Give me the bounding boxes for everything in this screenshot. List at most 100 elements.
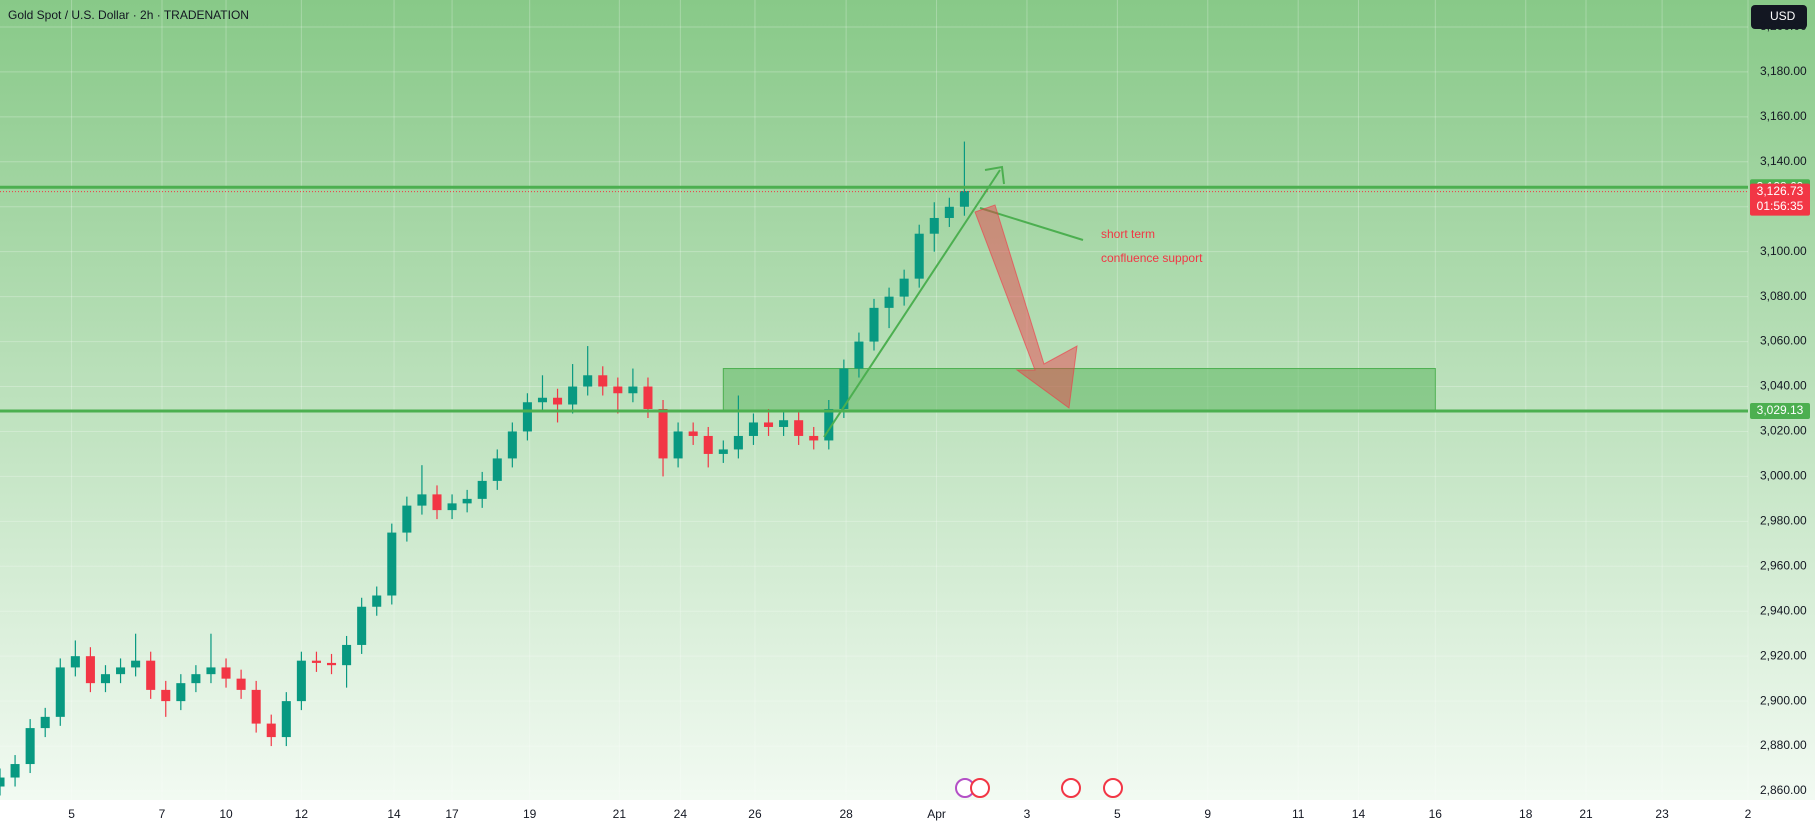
candle-body — [372, 595, 382, 607]
candle-body — [236, 678, 246, 690]
support-zone — [722, 368, 1436, 412]
annotation: confluence support — [1101, 251, 1203, 265]
x-tick-label: 2 — [1745, 807, 1752, 821]
x-tick-label: 14 — [387, 807, 401, 821]
candle-body — [387, 532, 397, 596]
candle-body — [568, 386, 578, 405]
x-tick-label: 7 — [159, 807, 166, 821]
x-tick-label: 10 — [219, 807, 233, 821]
y-tick-label: 3,020.00 — [1760, 424, 1807, 438]
candle-body — [206, 667, 216, 675]
candle-body — [824, 408, 834, 441]
y-tick-label: 2,860.00 — [1760, 783, 1807, 797]
price-tag-label: 3,029.13 — [1757, 403, 1804, 417]
candle-body — [537, 397, 548, 403]
candle-body — [869, 307, 879, 342]
candle-body — [553, 397, 563, 405]
x-tick-label: 24 — [674, 807, 688, 821]
y-tick-label: 3,200.00 — [1760, 19, 1807, 33]
y-tick-label: 2,900.00 — [1760, 693, 1807, 707]
candle-body — [628, 386, 638, 394]
candle-body — [959, 191, 969, 207]
y-tick-label: 3,180.00 — [1760, 64, 1807, 78]
x-tick-label: 21 — [613, 807, 627, 821]
x-tick-label: 21 — [1579, 807, 1593, 821]
candle-body — [673, 431, 683, 459]
y-tick-label: 2,880.00 — [1760, 738, 1807, 752]
x-tick-label: 12 — [295, 807, 309, 821]
price-tag — [1750, 402, 1810, 419]
candle-body — [70, 656, 80, 668]
candle-body — [462, 498, 472, 504]
y-tick-label: 3,000.00 — [1760, 469, 1807, 483]
candle-body — [794, 420, 804, 436]
candle-body — [477, 480, 487, 499]
candle-body — [914, 233, 924, 279]
candle-body — [583, 375, 593, 387]
x-tick-label: 9 — [1204, 807, 1211, 821]
candle-body — [763, 422, 774, 427]
candle-body — [839, 368, 849, 409]
candle-body — [703, 435, 713, 454]
candle-body — [748, 422, 758, 436]
candle-body — [0, 777, 5, 787]
y-tick-label: 2,920.00 — [1760, 648, 1807, 662]
candle-body — [779, 420, 789, 427]
candle-body — [281, 701, 291, 738]
candle-body — [507, 431, 517, 459]
candle-body — [100, 674, 111, 684]
y-tick-label: 2,980.00 — [1760, 514, 1807, 528]
countdown: 01:56:35 — [1757, 199, 1804, 213]
y-tick-label: 3,140.00 — [1760, 154, 1807, 168]
candle-body — [85, 656, 95, 684]
candle-body — [854, 341, 864, 369]
candle-body — [176, 683, 186, 702]
annotation: short term — [1101, 227, 1155, 241]
candle-body — [55, 667, 65, 717]
x-tick-label: 5 — [68, 807, 75, 821]
candle-body — [311, 660, 321, 663]
candle-body — [809, 435, 819, 441]
candle-body — [733, 435, 743, 450]
candle-body — [161, 689, 171, 702]
currency-button[interactable] — [1751, 5, 1807, 29]
x-tick-label: 14 — [1352, 807, 1366, 821]
candle-body — [492, 458, 502, 481]
x-tick-label: 16 — [1429, 807, 1443, 821]
x-tick-label: 23 — [1655, 807, 1669, 821]
last-price-tag — [1750, 183, 1810, 216]
last-price-label: 3,126.73 — [1757, 184, 1804, 198]
x-tick-label: 17 — [445, 807, 459, 821]
candle-body — [251, 689, 261, 724]
event-icons — [955, 778, 1123, 798]
candle-body — [116, 667, 126, 675]
down-arrow — [974, 204, 1078, 409]
candle-body — [146, 660, 156, 690]
time-axis — [0, 800, 1815, 829]
currency-label[interactable]: USD — [1770, 9, 1796, 23]
y-tick-label: 2,940.00 — [1760, 603, 1807, 617]
candle-body — [658, 408, 668, 459]
candle-body — [296, 660, 306, 702]
candle-body — [417, 494, 427, 506]
x-tick-label: 3 — [1024, 807, 1031, 821]
candle-body — [643, 386, 653, 409]
x-tick-label: Apr — [927, 807, 946, 821]
candle-body — [688, 431, 698, 436]
x-tick-label: 11 — [1292, 807, 1305, 821]
candle-body — [191, 674, 201, 684]
y-tick-label: 3,160.00 — [1760, 109, 1807, 123]
candle-body — [447, 503, 457, 511]
candle-body — [40, 716, 50, 729]
candle-body — [884, 296, 894, 308]
y-tick-label: 3,080.00 — [1760, 289, 1807, 303]
candle-body — [131, 660, 141, 668]
x-tick-label: 5 — [1114, 807, 1121, 821]
candle-body — [266, 723, 276, 738]
candle-body — [718, 449, 728, 454]
y-tick-label: 2,960.00 — [1760, 558, 1807, 572]
trend-arrowhead — [984, 165, 1005, 185]
y-tick-label: 3,040.00 — [1760, 379, 1807, 393]
candle-body — [221, 667, 231, 679]
candle-body — [944, 206, 954, 218]
